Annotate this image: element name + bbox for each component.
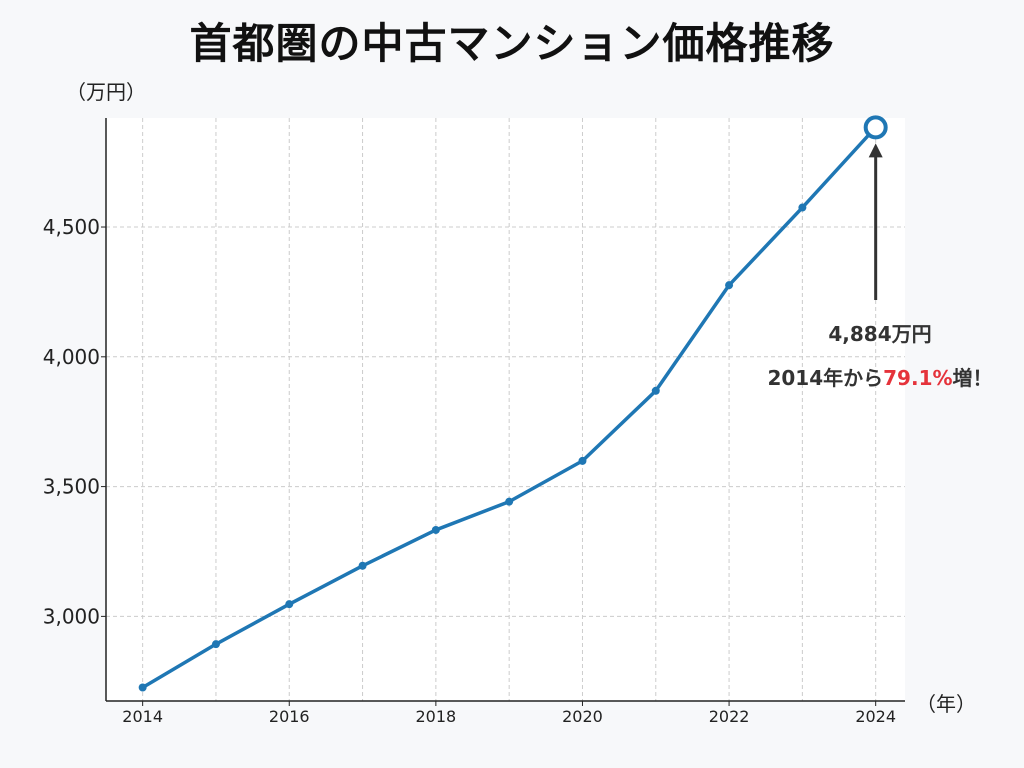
- data-point: [651, 386, 660, 395]
- x-tick-label: 2018: [416, 707, 457, 726]
- highlight-point: [863, 115, 888, 140]
- series: [138, 115, 888, 692]
- x-tick-label: 2014: [122, 707, 163, 726]
- y-tick-label: 3,000: [43, 604, 100, 628]
- x-tick-label: 2016: [269, 707, 310, 726]
- x-axis-unit: （年）: [916, 692, 976, 716]
- data-point: [285, 600, 294, 609]
- x-tick-label: 2022: [709, 707, 750, 726]
- x-tick-label: 2020: [562, 707, 603, 726]
- chart-title: 首都圏の中古マンション価格推移: [189, 19, 835, 68]
- data-point: [211, 640, 220, 649]
- y-tick-label: 4,000: [43, 345, 100, 369]
- data-point: [431, 525, 440, 534]
- data-point: [138, 683, 147, 692]
- grid: [106, 118, 905, 701]
- y-tick-label: 3,500: [43, 475, 100, 499]
- ticks: 3,000 3,500 4,000 4,500 2014 2016 2018 2020 2022…: [43, 215, 896, 726]
- arrow-head: [868, 143, 883, 158]
- data-point: [358, 561, 367, 570]
- growth-prefix: 2014年から: [767, 366, 884, 390]
- growth-percent: 79.1%: [883, 366, 953, 390]
- axes: [105, 118, 905, 702]
- y-tick-label: 4,500: [43, 215, 100, 239]
- y-axis-unit: （万円）: [66, 80, 146, 104]
- data-point: [725, 281, 734, 290]
- annotation-growth-label: 2014年から79.1%増！: [740, 362, 1020, 391]
- data-point: [798, 203, 807, 212]
- annotation-arrow: [868, 143, 883, 300]
- annotation-value-label: 4,884万円: [828, 322, 932, 346]
- data-point: [505, 497, 514, 506]
- plot-area: [106, 118, 905, 701]
- data-point: [578, 456, 587, 465]
- growth-suffix: 増！: [952, 366, 993, 390]
- x-tick-label: 2024: [855, 707, 896, 726]
